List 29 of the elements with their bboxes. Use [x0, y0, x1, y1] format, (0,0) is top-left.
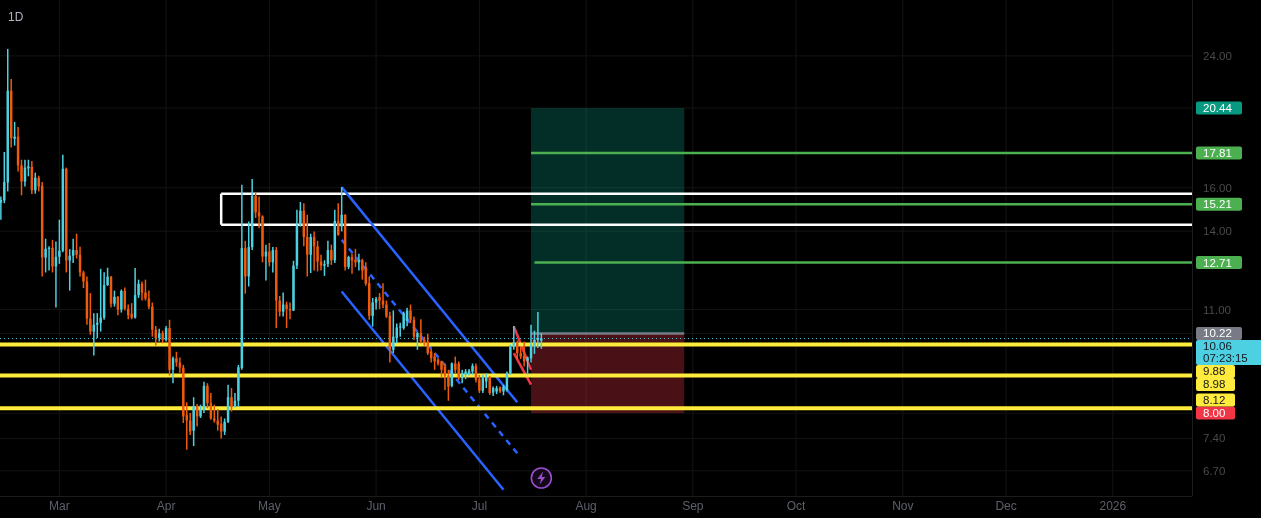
x-tick-label: 2026 [1099, 499, 1127, 513]
ref-line-label: 10.06 [1203, 340, 1232, 353]
x-tick-label: Jun [366, 499, 386, 513]
ref-line-label: 8.12 [1203, 394, 1226, 407]
text: 07:23:15 [1203, 352, 1248, 365]
x-tick-label: Aug [575, 499, 597, 513]
x-tick-label: Sep [682, 499, 704, 513]
y-tick-label: 7.40 [1203, 432, 1226, 445]
y-tick-label: 24.00 [1203, 49, 1232, 62]
x-tick-label: Apr [156, 499, 176, 513]
y-tick-label: 20.44 [1203, 102, 1233, 115]
x-tick-label: Dec [995, 499, 1017, 513]
y-tick-label: 8.00 [1203, 407, 1226, 420]
ref-line-label: 8.98 [1203, 378, 1226, 391]
y-tick-label: 16.00 [1203, 181, 1232, 194]
data-label: 15.21 [1203, 198, 1232, 211]
y-tick-label: 14.00 [1203, 225, 1232, 238]
y-tick-label: 6.70 [1203, 464, 1226, 477]
y-tick-label: 11.00 [1203, 303, 1231, 316]
y-tick-label: 10.22 [1203, 327, 1232, 340]
text: 1D [8, 10, 24, 24]
x-tick-label: Mar [49, 499, 70, 513]
x-tick-label: Jul [471, 499, 488, 513]
data-label: 12.71 [1203, 256, 1232, 269]
ref-line-label: 9.88 [1203, 365, 1226, 378]
data-label: 17.81 [1203, 146, 1232, 159]
x-tick-label: Nov [892, 499, 914, 513]
x-tick-label: May [258, 499, 281, 513]
x-tick-label: Oct [786, 499, 807, 513]
